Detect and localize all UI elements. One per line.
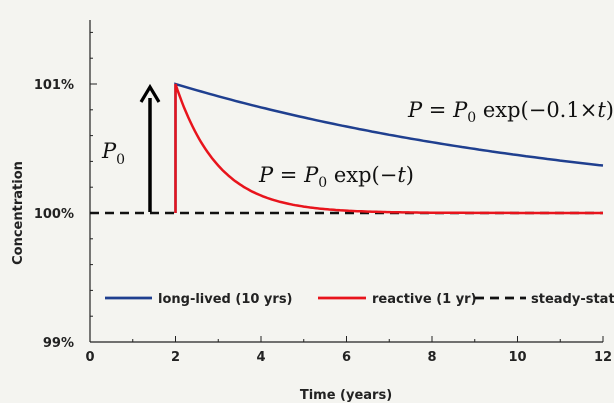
pulse-label-sub: 0 [116, 152, 125, 168]
x-tick-label: 10 [508, 350, 526, 365]
x-axis-title: Time (years) [300, 388, 392, 403]
x-tick-label: 12 [594, 350, 612, 365]
x-tick-label: 0 [85, 350, 94, 365]
axes: 0 2 4 6 8 10 12 99% 100% 101% Time (years) Concentr… [11, 20, 612, 403]
x-tick-label: 8 [427, 350, 436, 365]
series-line-reactive [174, 83, 603, 215]
equation-reactive-close: ) [406, 163, 414, 187]
series-line-longlived [174, 82, 604, 213]
equation-long-lived-lhs: P = P [407, 98, 468, 122]
equation-reactive-lhs: P = P [258, 163, 319, 187]
equation-reactive-fn: exp(− [327, 163, 397, 187]
x-tick-label: 6 [342, 350, 351, 365]
legend-label: reactive (1 yr) [372, 292, 477, 307]
series-group [90, 82, 604, 215]
equation-long-lived: P = P0 exp(−0.1×t) [407, 98, 614, 126]
pulse-label-main: P [101, 139, 117, 163]
x-tick-label: 4 [256, 350, 265, 365]
equation-long-lived-sub: 0 [467, 110, 476, 126]
equation-long-lived-fn: exp(−0.1× [476, 98, 597, 122]
pulse-label: P0 [101, 139, 125, 168]
equation-long-lived-close: ) [606, 98, 614, 122]
y-tick-label: 101% [34, 78, 74, 93]
annotations: P0P = P0 exp(−0.1×t)P = P0 exp(−t) [101, 83, 614, 212]
y-tick-label: 99% [43, 336, 74, 351]
x-tick-label: 2 [171, 350, 180, 365]
equation-long-lived-var: t [597, 98, 606, 122]
y-axis-title: Concentration [11, 161, 26, 265]
equation-reactive-var: t [397, 163, 406, 187]
legend: long-lived (10 yrs) reactive (1 yr) steady… [105, 292, 614, 307]
legend-label: long-lived (10 yrs) [158, 292, 293, 307]
pulse-arrow-head [139, 83, 161, 103]
legend-label: steady-state [531, 292, 614, 307]
equation-reactive: P = P0 exp(−t) [258, 163, 414, 191]
y-tick-label: 100% [34, 207, 74, 222]
equation-reactive-sub: 0 [318, 175, 327, 191]
